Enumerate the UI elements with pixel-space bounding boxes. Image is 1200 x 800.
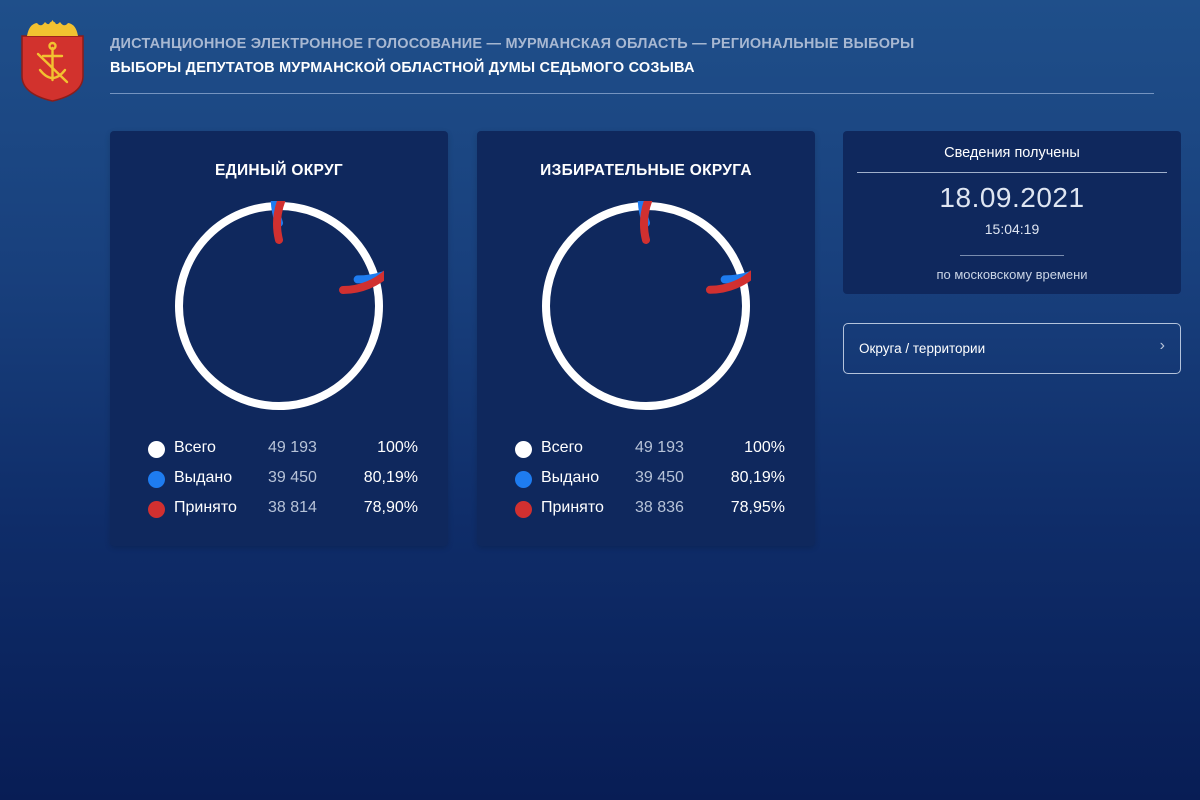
header-divider (110, 93, 1154, 94)
total-dot (515, 441, 532, 458)
legend-label: Выдано (541, 469, 600, 486)
page-subtitle: ДИСТАНЦИОННОЕ ЭЛЕКТРОННОЕ ГОЛОСОВАНИЕ — … (110, 36, 915, 52)
panel-title: ИЗБИРАТЕЛЬНЫЕ ОКРУГА (540, 162, 752, 179)
legend-row-issued: Выдано 39 450 80,19% (148, 465, 418, 495)
legend-label: Выдано (174, 469, 233, 486)
accepted-dot (148, 501, 165, 518)
issued-dot (515, 471, 532, 488)
chevron-right-icon: › (1159, 337, 1165, 354)
legend: Всего 49 193 100% Выдано 39 450 80,19% П… (515, 435, 785, 525)
legend-count: 38 814 (268, 499, 317, 516)
panel-single-district: ЕДИНЫЙ ОКРУГ Всего 49 193 100% Выдано 39… (110, 131, 448, 546)
turnout-ring-chart (175, 201, 384, 410)
page-title: ВЫБОРЫ ДЕПУТАТОВ МУРМАНСКОЙ ОБЛАСТНОЙ ДУ… (110, 60, 695, 76)
info-time: 15:04:19 (984, 221, 1040, 237)
accepted-dot (515, 501, 532, 518)
info-divider (857, 172, 1167, 173)
legend-row-accepted: Принято 38 836 78,95% (515, 495, 785, 525)
legend-percent: 78,90% (363, 499, 418, 516)
legend-percent: 100% (377, 439, 418, 456)
data-received-card: Сведения получены 18.09.2021 15:04:19 по… (843, 131, 1181, 294)
legend-label: Принято (174, 499, 237, 516)
legend-row-total: Всего 49 193 100% (148, 435, 418, 465)
legend-percent: 78,95% (730, 499, 785, 516)
districts-territories-dropdown[interactable]: Округа / территории › (843, 323, 1181, 374)
legend-label: Принято (541, 499, 604, 516)
dropdown-label: Округа / территории (859, 341, 986, 356)
info-timezone-note: по московскому времени (936, 267, 1088, 282)
turnout-ring-chart (542, 201, 751, 410)
coat-of-arms-logo (21, 20, 84, 102)
legend-count: 38 836 (635, 499, 684, 516)
legend-count: 49 193 (268, 439, 317, 456)
legend: Всего 49 193 100% Выдано 39 450 80,19% П… (148, 435, 418, 525)
legend-percent: 80,19% (730, 469, 785, 486)
info-date: 18.09.2021 (939, 182, 1085, 213)
legend-label: Всего (541, 439, 583, 456)
legend-count: 49 193 (635, 439, 684, 456)
panel-title: ЕДИНЫЙ ОКРУГ (214, 162, 344, 179)
info-heading: Сведения получены (944, 145, 1080, 161)
legend-row-issued: Выдано 39 450 80,19% (515, 465, 785, 495)
legend-percent: 100% (744, 439, 785, 456)
panel-electoral-districts: ИЗБИРАТЕЛЬНЫЕ ОКРУГА Всего 49 193 100% В… (477, 131, 815, 546)
legend-percent: 80,19% (363, 469, 418, 486)
legend-row-accepted: Принято 38 814 78,90% (148, 495, 418, 525)
legend-label: Всего (174, 439, 216, 456)
legend-count: 39 450 (635, 469, 684, 486)
legend-count: 39 450 (268, 469, 317, 486)
total-dot (148, 441, 165, 458)
info-divider-short (960, 255, 1064, 256)
issued-dot (148, 471, 165, 488)
legend-row-total: Всего 49 193 100% (515, 435, 785, 465)
